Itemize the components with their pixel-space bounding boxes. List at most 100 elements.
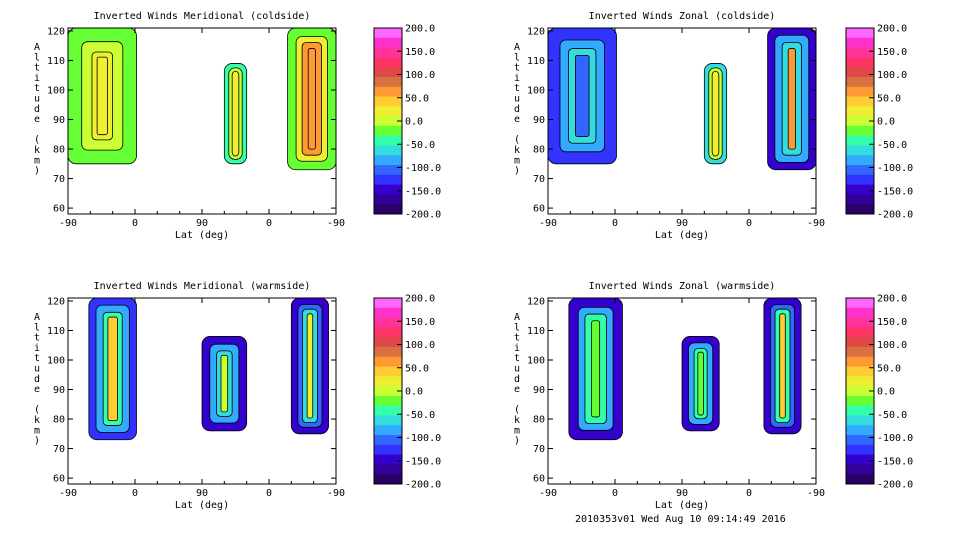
- colorbar-swatch: [846, 337, 874, 348]
- colorbar-swatch: [846, 165, 874, 176]
- colorbar-swatch: [374, 376, 402, 387]
- x-tick-label: 0: [612, 218, 618, 229]
- colorbar-tick-label: -200.0: [405, 480, 441, 491]
- colorbar-swatch: [846, 474, 874, 485]
- colorbar-tick-label: 0.0: [877, 117, 895, 128]
- colorbar-swatch: [846, 184, 874, 195]
- y-tick-label: 110: [527, 56, 545, 67]
- colorbar-swatch: [846, 135, 874, 146]
- y-tick-label: 110: [527, 326, 545, 337]
- colorbar-swatch: [846, 415, 874, 426]
- panel-meridional-warmside: Inverted Winds Meridional (warmside) -90 0…: [34, 281, 441, 511]
- chart-title: Inverted Winds Meridional (coldside): [94, 11, 311, 22]
- colorbar-tick-label: 50.0: [877, 363, 901, 374]
- contour-cell-0-level-3: [96, 56, 108, 136]
- y-tick-label: 70: [53, 174, 65, 185]
- y-tick-label: 70: [533, 444, 545, 455]
- colorbar-tick-label: 50.0: [405, 93, 429, 104]
- colorbar-swatch: [374, 37, 402, 49]
- y-tick-label: 100: [47, 356, 65, 367]
- colorbar-swatch: [846, 444, 874, 456]
- contour-cell-1-level-2: [711, 70, 720, 157]
- colorbar-swatch: [374, 165, 402, 176]
- y-tick-label: 110: [47, 56, 65, 67]
- x-tick-label: 0: [266, 488, 272, 499]
- x-tick-label: 0: [612, 488, 618, 499]
- panel-zonal-coldside: Inverted Winds Zonal (coldside) -90 0 90 0 -9…: [514, 11, 913, 241]
- colorbar-swatch: [374, 327, 402, 338]
- colorbar-tick-label: -200.0: [405, 210, 441, 221]
- y-tick-label: 80: [53, 415, 65, 426]
- colorbar: 200.0 150.0 100.0 50.0 0.0 -50.0 -100.0 -150.0 -…: [373, 24, 441, 221]
- x-tick-label: 0: [266, 218, 272, 229]
- colorbar-swatch: [374, 96, 402, 107]
- colorbar-swatch: [374, 76, 402, 88]
- chart-title: Inverted Winds Zonal (warmside): [589, 281, 776, 292]
- x-tick-label: 0: [132, 488, 138, 499]
- y-tick-label: 90: [533, 115, 545, 126]
- panel-meridional-coldside: Inverted Winds Meridional (coldside) -90 0…: [34, 11, 441, 241]
- colorbar-tick-label: 0.0: [405, 117, 423, 128]
- contour-cell-1-level-2: [231, 70, 240, 157]
- x-tick-label: -90: [59, 488, 77, 499]
- colorbar-swatch: [846, 47, 874, 58]
- x-tick-label: 90: [676, 488, 688, 499]
- colorbar-swatch: [374, 405, 402, 416]
- colorbar-swatch: [846, 317, 874, 328]
- colorbar: 200.0 150.0 100.0 50.0 0.0 -50.0 -100.0 -150.0 -…: [373, 294, 441, 491]
- colorbar-swatch: [846, 376, 874, 387]
- colorbar-swatch: [846, 125, 874, 137]
- colorbar-tick-label: 200.0: [877, 24, 907, 35]
- colorbar-tick-label: -150.0: [877, 456, 913, 467]
- y-tick-label: 100: [527, 86, 545, 97]
- colorbar-swatch: [846, 86, 874, 98]
- colorbar-tick-label: -150.0: [877, 186, 913, 197]
- x-tick-label: -90: [59, 218, 77, 229]
- contour-cell-2-level-3: [787, 48, 796, 150]
- colorbar-swatch: [374, 386, 402, 397]
- colorbar-swatch: [374, 135, 402, 146]
- x-tick-label: -90: [327, 488, 345, 499]
- y-tick-label: 90: [53, 385, 65, 396]
- colorbar-tick-label: 100.0: [405, 340, 435, 351]
- colorbar-tick-label: 0.0: [405, 387, 423, 398]
- colorbar-swatch: [374, 194, 402, 205]
- colorbar-tick-label: 150.0: [877, 47, 907, 58]
- colorbar-swatch: [374, 337, 402, 348]
- colorbar-swatch: [846, 298, 874, 309]
- colorbar-swatch: [374, 47, 402, 58]
- y-tick-label: 60: [53, 204, 65, 215]
- colorbar-swatch: [846, 405, 874, 416]
- colorbar-swatch: [846, 116, 874, 127]
- contour-cell-2-level-3: [779, 313, 786, 419]
- colorbar-swatch: [846, 366, 874, 377]
- y-tick-label: 70: [533, 174, 545, 185]
- colorbar-swatch: [846, 435, 874, 446]
- y-tick-label: 100: [47, 86, 65, 97]
- colorbar-tick-label: 100.0: [405, 70, 435, 81]
- colorbar-swatch: [374, 474, 402, 485]
- contour-fill-group: [67, 27, 337, 171]
- colorbar-tick-label: -150.0: [405, 456, 441, 467]
- colorbar-tick-label: -100.0: [405, 433, 441, 444]
- colorbar-swatch: [374, 444, 402, 456]
- colorbar-swatch: [374, 28, 402, 39]
- colorbar-swatch: [374, 125, 402, 137]
- colorbar-swatch: [846, 204, 874, 215]
- colorbar-tick-label: -50.0: [405, 140, 435, 151]
- x-tick-label: 90: [676, 218, 688, 229]
- y-tick-label: 90: [533, 385, 545, 396]
- x-tick-label: -90: [807, 488, 825, 499]
- colorbar-swatch: [846, 327, 874, 338]
- chart-title: Inverted Winds Meridional (warmside): [94, 281, 311, 292]
- x-tick-label: -90: [539, 488, 557, 499]
- x-tick-label: -90: [327, 218, 345, 229]
- colorbar-swatch: [846, 464, 874, 475]
- x-tick-label: -90: [807, 218, 825, 229]
- y-tick-label: 70: [53, 444, 65, 455]
- contour-fill-group: [88, 297, 329, 441]
- colorbar-swatch: [846, 454, 874, 465]
